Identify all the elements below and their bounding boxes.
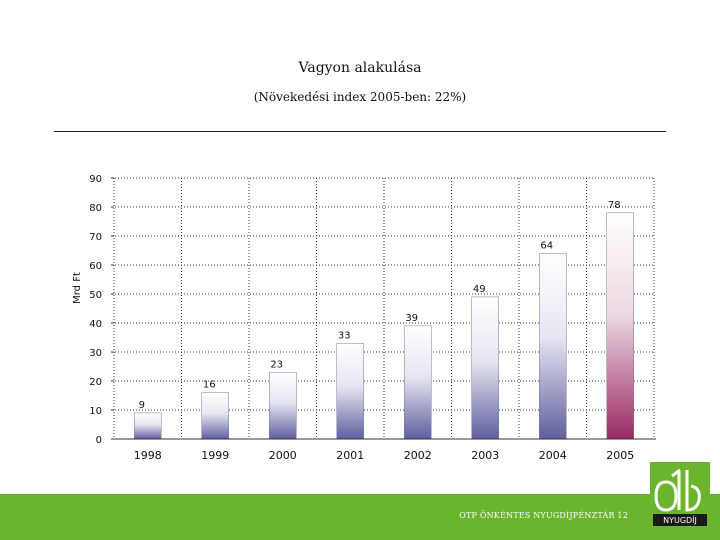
bar-1998 [134,412,162,440]
data-label-2005: 78 [608,200,621,211]
bar-2002 [404,325,432,440]
header-divider [54,131,666,132]
data-label-2004: 64 [540,240,553,251]
y-tick-label: 30 [89,348,102,359]
x-tick-label-1999: 1999 [201,449,229,462]
bar-2003 [471,296,499,440]
data-label-2000: 23 [270,359,283,370]
x-tick-label-2005: 2005 [606,449,634,462]
bar-chart: 0 10 20 30 40 50 60 70 80 90 9 1998 16 1999 23 2000 33 20… [72,174,656,462]
data-label-2001: 33 [338,330,351,341]
y-tick-label: 70 [89,232,102,243]
y-axis-label: Mrd Ft [72,272,83,304]
bar-2001 [336,343,364,440]
data-label-2002: 39 [405,313,418,324]
bar-2004 [539,253,567,440]
bar-2005 [606,212,634,440]
x-tick-label-2003: 2003 [471,449,499,462]
x-tick-label-2001: 2001 [336,449,364,462]
x-tick-label-2004: 2004 [539,449,567,462]
footer-text: OTP ÖNKÉNTES NYUGDÍJPÉNZTÁR 12 [459,511,628,520]
data-label-1998: 9 [139,400,145,411]
chart-title: Vagyon alakulása [298,60,422,76]
y-tick-label: 50 [89,290,102,301]
bar-1999 [201,392,229,440]
y-tick-label: 90 [89,174,102,185]
y-tick-label: 40 [89,319,102,330]
bar-2000 [269,372,297,440]
y-tick-label: 10 [89,406,102,417]
y-tick-label: 0 [96,435,102,446]
y-tick-label: 20 [89,377,102,388]
footer-bar: OTP ÖNKÉNTES NYUGDÍJPÉNZTÁR 12 [0,494,720,540]
x-tick-label-1998: 1998 [134,449,162,462]
x-tick-label-2000: 2000 [269,449,297,462]
y-tick-label: 60 [89,261,102,272]
chart-subtitle: (Növekedési index 2005-ben: 22%) [253,90,467,104]
x-tick-label-2002: 2002 [404,449,432,462]
data-label-1999: 16 [203,380,216,391]
y-tick-label: 80 [89,203,102,214]
logo-text: NYUGDÍJ [663,514,697,525]
otp-nyugdij-logo: NYUGDÍJ [650,462,710,528]
data-label-2003: 49 [473,284,486,295]
